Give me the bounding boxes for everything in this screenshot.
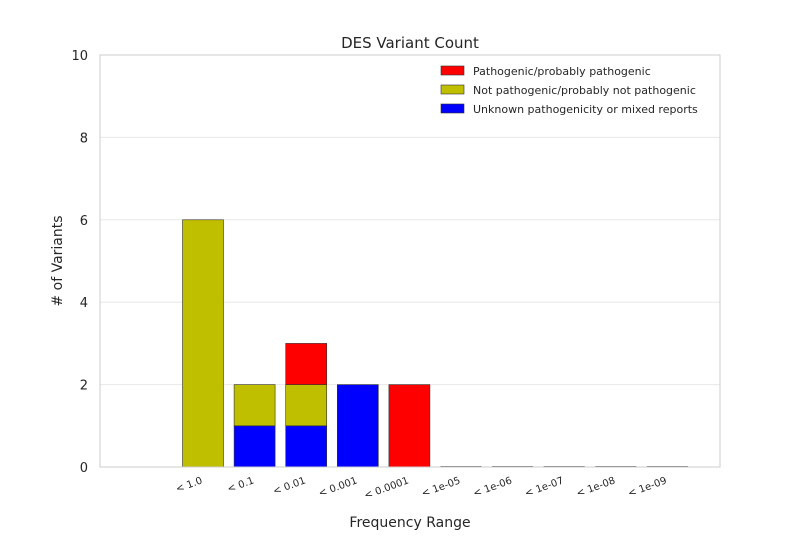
x-axis-label: Frequency Range — [349, 515, 470, 531]
legend-swatch — [440, 65, 465, 76]
legend-swatch — [440, 84, 465, 95]
x-tick-labels: < 1.0 < 0.1 < 0.01 < 0.001 < 0.0001 < 1e-05 < … — [174, 475, 668, 501]
x-tick-label: < 1e-07 — [523, 475, 565, 499]
bars — [182, 219, 688, 468]
legend-label: Unknown pathogenicity or mixed reports — [473, 103, 698, 116]
bar-segment — [285, 343, 328, 385]
y-tick-label: 10 — [71, 49, 88, 64]
x-tick-label: < 1.0 — [174, 475, 204, 495]
bar-segment — [233, 425, 276, 468]
y-tick-labels: 0 2 4 6 8 10 — [71, 49, 88, 476]
legend-label: Pathogenic/probably pathogenic — [473, 65, 651, 78]
x-tick-label: < 1e-06 — [472, 475, 514, 499]
bar-segment — [285, 425, 328, 468]
x-tick-label: < 1e-05 — [420, 475, 462, 499]
legend-label: Not pathogenic/probably not pathogenic — [473, 84, 696, 97]
y-tick-label: 6 — [80, 214, 88, 229]
plot-frame — [99, 54, 721, 468]
x-tick-label: < 1e-08 — [575, 475, 617, 499]
x-tick-label: < 0.0001 — [363, 475, 411, 501]
x-tick-label: < 0.001 — [317, 475, 359, 499]
y-tick-label: 2 — [80, 379, 88, 394]
bar-segment — [336, 384, 379, 468]
bar-segment — [233, 384, 276, 427]
y-tick-label: 8 — [80, 131, 88, 146]
bar-segment — [182, 219, 224, 468]
bar-segment — [285, 384, 328, 427]
legend: Pathogenic/probably pathogenic Not pathog… — [440, 65, 698, 116]
bar-segment — [388, 384, 431, 468]
y-axis-label: # of Variants — [50, 215, 66, 306]
x-tick-label: < 0.01 — [272, 475, 308, 497]
legend-swatch — [440, 103, 465, 114]
chart-title: DES Variant Count — [341, 34, 479, 52]
y-tick-label: 4 — [80, 296, 88, 311]
y-tick-label: 0 — [80, 461, 88, 476]
x-tick-label: < 0.1 — [226, 475, 256, 495]
x-tick-label: < 1e-09 — [627, 475, 669, 499]
